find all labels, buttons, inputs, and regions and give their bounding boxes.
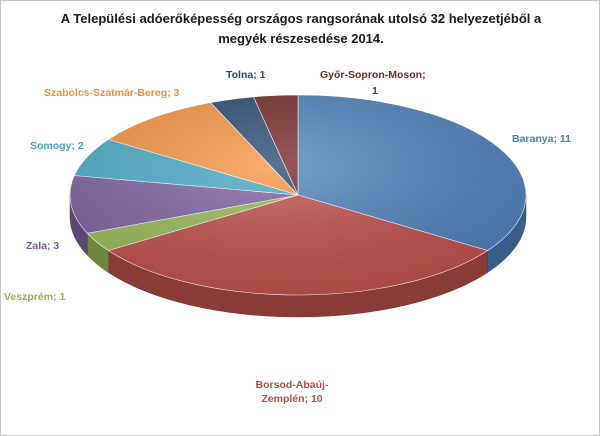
- data-label-somogy: Somogy; 2: [30, 140, 84, 152]
- data-label-borsod-abauj-zemplen: Borsod-Abaúj-Zemplén; 10: [256, 379, 329, 405]
- data-label-szabolcs-szatmar-bereg: Szabolcs-Szatmár-Bereg; 3: [44, 87, 180, 99]
- data-label-tolna: Tolna; 1: [226, 69, 266, 81]
- data-label-gyor-sopron-moson: Győr-Sopron-Moson; 1: [320, 69, 426, 97]
- chart-title-line-2: megyék részesedése 2014.: [218, 31, 384, 46]
- pie-labels: Baranya; 11 Borsod-Abaúj-Zemplén; 10 Veszp…: [4, 69, 571, 405]
- chart-title: A Települési adóerőképesség országos ran…: [41, 9, 561, 49]
- data-label-veszprem: Veszprém; 1: [4, 291, 65, 303]
- pie-top-faces: [69, 94, 527, 296]
- data-label-zala: Zala; 3: [26, 240, 59, 252]
- data-label-baranya: Baranya; 11: [512, 133, 571, 145]
- chart-title-line-1: A Települési adóerőképesség országos ran…: [60, 11, 542, 26]
